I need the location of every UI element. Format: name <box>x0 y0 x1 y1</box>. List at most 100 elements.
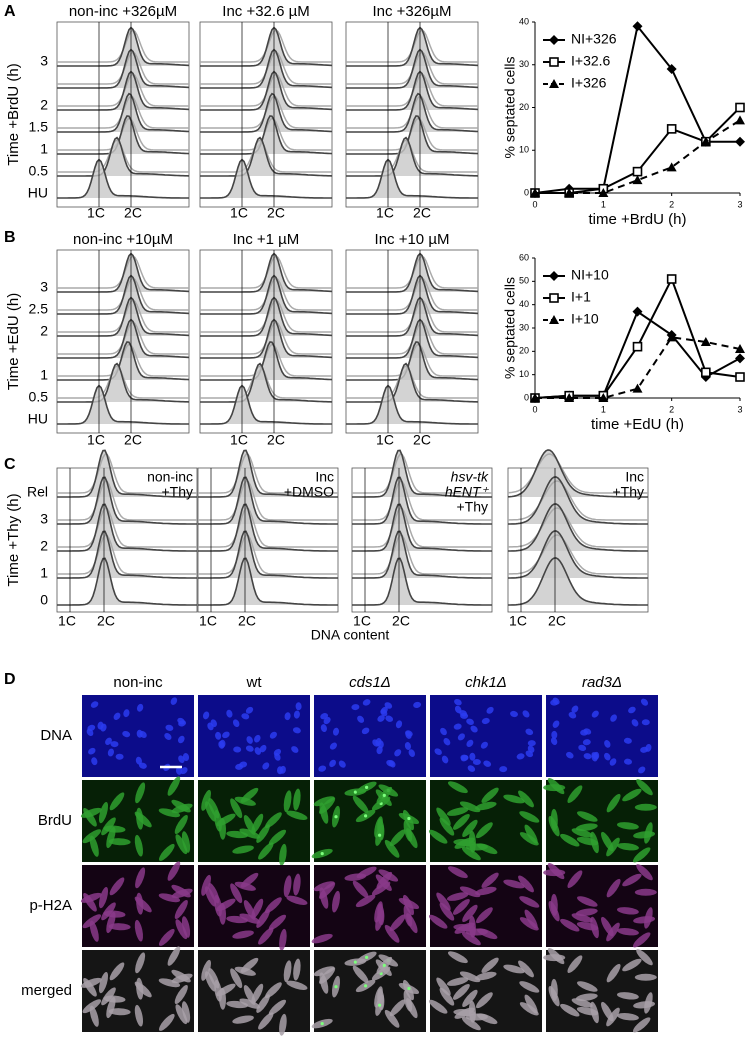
histogram-trace <box>352 503 492 552</box>
cell <box>319 802 329 824</box>
row-label: DNA <box>40 727 72 744</box>
histogram-trace <box>346 362 479 403</box>
cell <box>609 758 617 766</box>
cell <box>371 881 391 896</box>
histogram-trace <box>57 92 190 133</box>
micrograph <box>311 865 426 947</box>
x-label: 2C <box>124 432 142 448</box>
cell <box>636 779 653 796</box>
cell <box>590 831 599 854</box>
y-tick-label: 60 <box>519 252 529 262</box>
cell <box>279 1013 287 1036</box>
cell <box>170 697 178 705</box>
histogram-fill <box>57 275 189 314</box>
histogram-trace <box>346 296 479 337</box>
cell <box>332 727 340 736</box>
cell <box>175 834 188 855</box>
cell <box>265 982 282 999</box>
histogram-fill <box>346 27 478 67</box>
marker <box>666 274 677 284</box>
histogram-fill <box>200 385 332 424</box>
cell <box>567 785 583 804</box>
cell <box>413 701 422 708</box>
legend-marker <box>549 57 559 67</box>
histogram-trace <box>200 362 333 403</box>
cell <box>134 896 152 913</box>
x-label: 2C <box>413 205 431 221</box>
histogram-fill <box>200 253 332 292</box>
cell <box>617 927 639 936</box>
cell <box>329 742 337 750</box>
cell <box>268 829 287 846</box>
histogram-fill <box>57 253 189 292</box>
row-label: 3 <box>40 53 48 69</box>
cell <box>205 886 216 907</box>
marker <box>632 175 643 185</box>
cell <box>167 776 181 796</box>
histogram-trace-light <box>352 534 492 575</box>
cell <box>258 1012 274 1030</box>
micrograph <box>82 695 194 777</box>
histogram-fill <box>346 342 478 380</box>
cell <box>548 901 560 922</box>
histogram-trace <box>57 503 197 552</box>
marker <box>530 393 540 402</box>
legend-label: I+1 <box>571 289 591 305</box>
cell <box>351 704 360 711</box>
histogram-trace <box>346 274 479 315</box>
histogram-trace <box>507 449 648 498</box>
marker <box>632 21 643 32</box>
y-tick-label: 10 <box>519 145 529 155</box>
histogram-trace-light <box>507 507 648 548</box>
cell <box>235 763 244 770</box>
cell <box>201 959 211 981</box>
legend-marker <box>549 79 559 88</box>
legend-marker <box>549 293 559 303</box>
cell <box>385 715 394 722</box>
histogram-trace <box>346 70 479 111</box>
cell <box>376 871 393 889</box>
x-tick-label: 1 <box>601 404 606 414</box>
marker <box>666 124 677 134</box>
cell <box>628 706 636 714</box>
legend-label: NI+10 <box>571 267 609 283</box>
cell <box>582 739 591 746</box>
cell <box>386 759 394 767</box>
micrograph <box>430 695 542 777</box>
histogram-trace-light <box>198 453 338 494</box>
cell <box>256 909 270 928</box>
cell <box>640 746 649 753</box>
x-label: 2C <box>238 613 256 629</box>
cell <box>633 1001 656 1009</box>
cell <box>98 971 109 994</box>
cell <box>233 746 242 753</box>
cell <box>571 828 593 838</box>
x-label: 1C <box>199 613 217 629</box>
histogram-trace <box>57 70 190 111</box>
cell <box>87 724 96 732</box>
cell <box>135 952 146 974</box>
cell <box>623 737 632 744</box>
marker <box>700 136 711 146</box>
histogram-trace <box>57 136 190 177</box>
micrograph <box>198 950 310 1036</box>
y-tick-label: 0 <box>524 187 529 197</box>
cell <box>171 799 191 813</box>
cell <box>293 873 301 896</box>
cell <box>439 817 455 836</box>
cell <box>241 713 250 720</box>
cell <box>439 987 455 1006</box>
cell <box>91 757 98 766</box>
cell <box>232 719 240 728</box>
cell <box>389 999 406 1017</box>
cell <box>552 720 560 728</box>
cell <box>139 731 147 738</box>
cell <box>108 923 131 931</box>
cell <box>109 962 125 981</box>
row-label: p-H2A <box>29 897 72 914</box>
x-label: 1C <box>509 613 527 629</box>
cell <box>202 711 210 720</box>
histogram-trace <box>200 252 333 293</box>
histogram-trace <box>200 384 332 425</box>
cell <box>577 896 598 907</box>
